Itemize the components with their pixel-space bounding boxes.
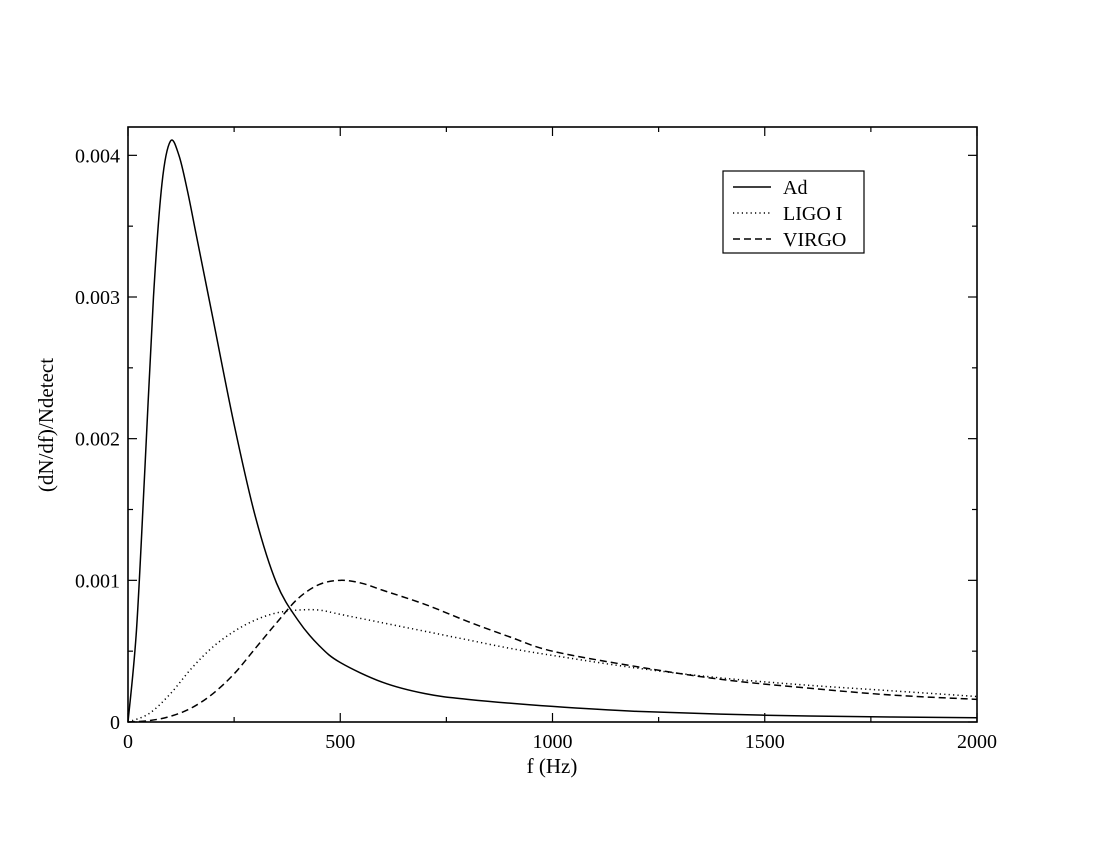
legend-label: Ad	[783, 177, 807, 199]
legend-label: VIRGO	[783, 229, 846, 251]
series-lines	[127, 139, 978, 723]
x-tick-label: 1500	[745, 731, 785, 753]
y-tick-label: 0.002	[75, 429, 120, 451]
y-tick-label: 0.003	[75, 287, 120, 309]
series-line-virgo	[127, 579, 978, 723]
tick-labels: 0 500 1000 1500 2000 0 0.001 0.002 0.003 0.004	[75, 145, 997, 753]
y-tick-label: 0.004	[75, 145, 120, 167]
x-tick-label: 2000	[957, 731, 997, 753]
x-axis-label: f (Hz)	[527, 754, 578, 778]
y-axis-label: (dN/df)/Ndetect	[34, 358, 58, 492]
y-tick-label: 0	[110, 712, 120, 734]
x-tick-label: 500	[325, 731, 355, 753]
legend-label: LIGO I	[783, 203, 842, 225]
legend: Ad LIGO I VIRGO	[722, 170, 865, 254]
x-tick-label: 1000	[533, 731, 573, 753]
series-line-ad	[127, 139, 978, 723]
x-tick-label: 0	[123, 731, 133, 753]
y-tick-label: 0.001	[75, 570, 120, 592]
plot-frame	[127, 126, 978, 723]
